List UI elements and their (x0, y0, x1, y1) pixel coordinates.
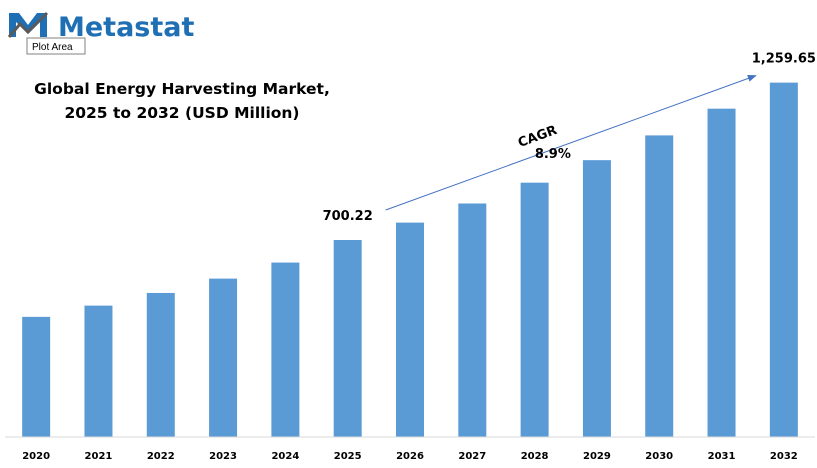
bar-2021 (84, 305, 113, 437)
bar-2027 (458, 203, 487, 437)
x-tick-2030: 2030 (645, 451, 673, 462)
x-tick-2026: 2026 (396, 451, 424, 462)
x-tick-2029: 2029 (583, 451, 611, 462)
x-tick-2027: 2027 (458, 451, 486, 462)
x-tick-2025: 2025 (334, 451, 362, 462)
tooltip-label: Plot Area (32, 42, 73, 53)
x-tick-2023: 2023 (209, 451, 237, 462)
bar-2026 (396, 222, 424, 437)
tooltip-box (26, 37, 86, 55)
data-labels: 700.22 1,259.65 (323, 52, 816, 224)
data-label-2025: 700.22 (323, 209, 373, 224)
bar-2025 (333, 239, 362, 437)
x-tick-2028: 2028 (521, 451, 549, 462)
x-tick-2024: 2024 (271, 451, 299, 462)
bar-2020 (22, 316, 51, 437)
cagr-value: 8.9% (535, 147, 571, 162)
cagr-arrow (385, 75, 757, 211)
logo-m-icon (9, 13, 47, 37)
chart-title-line-2: 2025 to 2032 (USD Million) (64, 104, 299, 122)
bar-2024 (271, 262, 300, 437)
x-tick-2022: 2022 (147, 451, 175, 462)
bar-2029 (582, 160, 611, 437)
plot-area-tooltip: Plot Area (26, 37, 86, 55)
logo-accent-icon (7, 11, 49, 38)
bar-2023 (209, 278, 238, 437)
bar-2030 (645, 135, 674, 437)
bar-2022 (146, 292, 175, 437)
x-tick-labels: 2020 2021 2022 2023 2024 2025 2026 2027 2028 2029… (22, 451, 798, 462)
bar-2028 (520, 182, 549, 437)
chart-title-line-1: Global Energy Harvesting Market, (34, 80, 330, 98)
data-label-2032: 1,259.65 (752, 52, 816, 67)
x-tick-2020: 2020 (22, 451, 50, 462)
x-tick-2021: 2021 (85, 451, 113, 462)
x-tick-2031: 2031 (708, 451, 736, 462)
bar-2031 (707, 108, 736, 437)
brand-logo (7, 11, 49, 38)
bars-layer (22, 82, 798, 438)
bar-2032 (769, 82, 798, 438)
x-tick-2032: 2032 (770, 451, 798, 462)
